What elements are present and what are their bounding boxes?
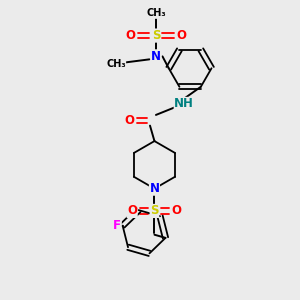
Text: CH₃: CH₃ bbox=[106, 59, 126, 69]
Text: S: S bbox=[152, 29, 160, 42]
Text: N: N bbox=[151, 50, 161, 63]
Text: O: O bbox=[124, 114, 134, 127]
Text: F: F bbox=[113, 219, 121, 232]
Text: O: O bbox=[176, 29, 186, 42]
Text: S: S bbox=[150, 204, 159, 218]
Text: O: O bbox=[172, 204, 182, 218]
Text: O: O bbox=[127, 204, 137, 218]
Text: O: O bbox=[126, 29, 136, 42]
Text: N: N bbox=[149, 182, 160, 195]
Text: CH₃: CH₃ bbox=[146, 8, 166, 18]
Text: NH: NH bbox=[174, 98, 194, 110]
